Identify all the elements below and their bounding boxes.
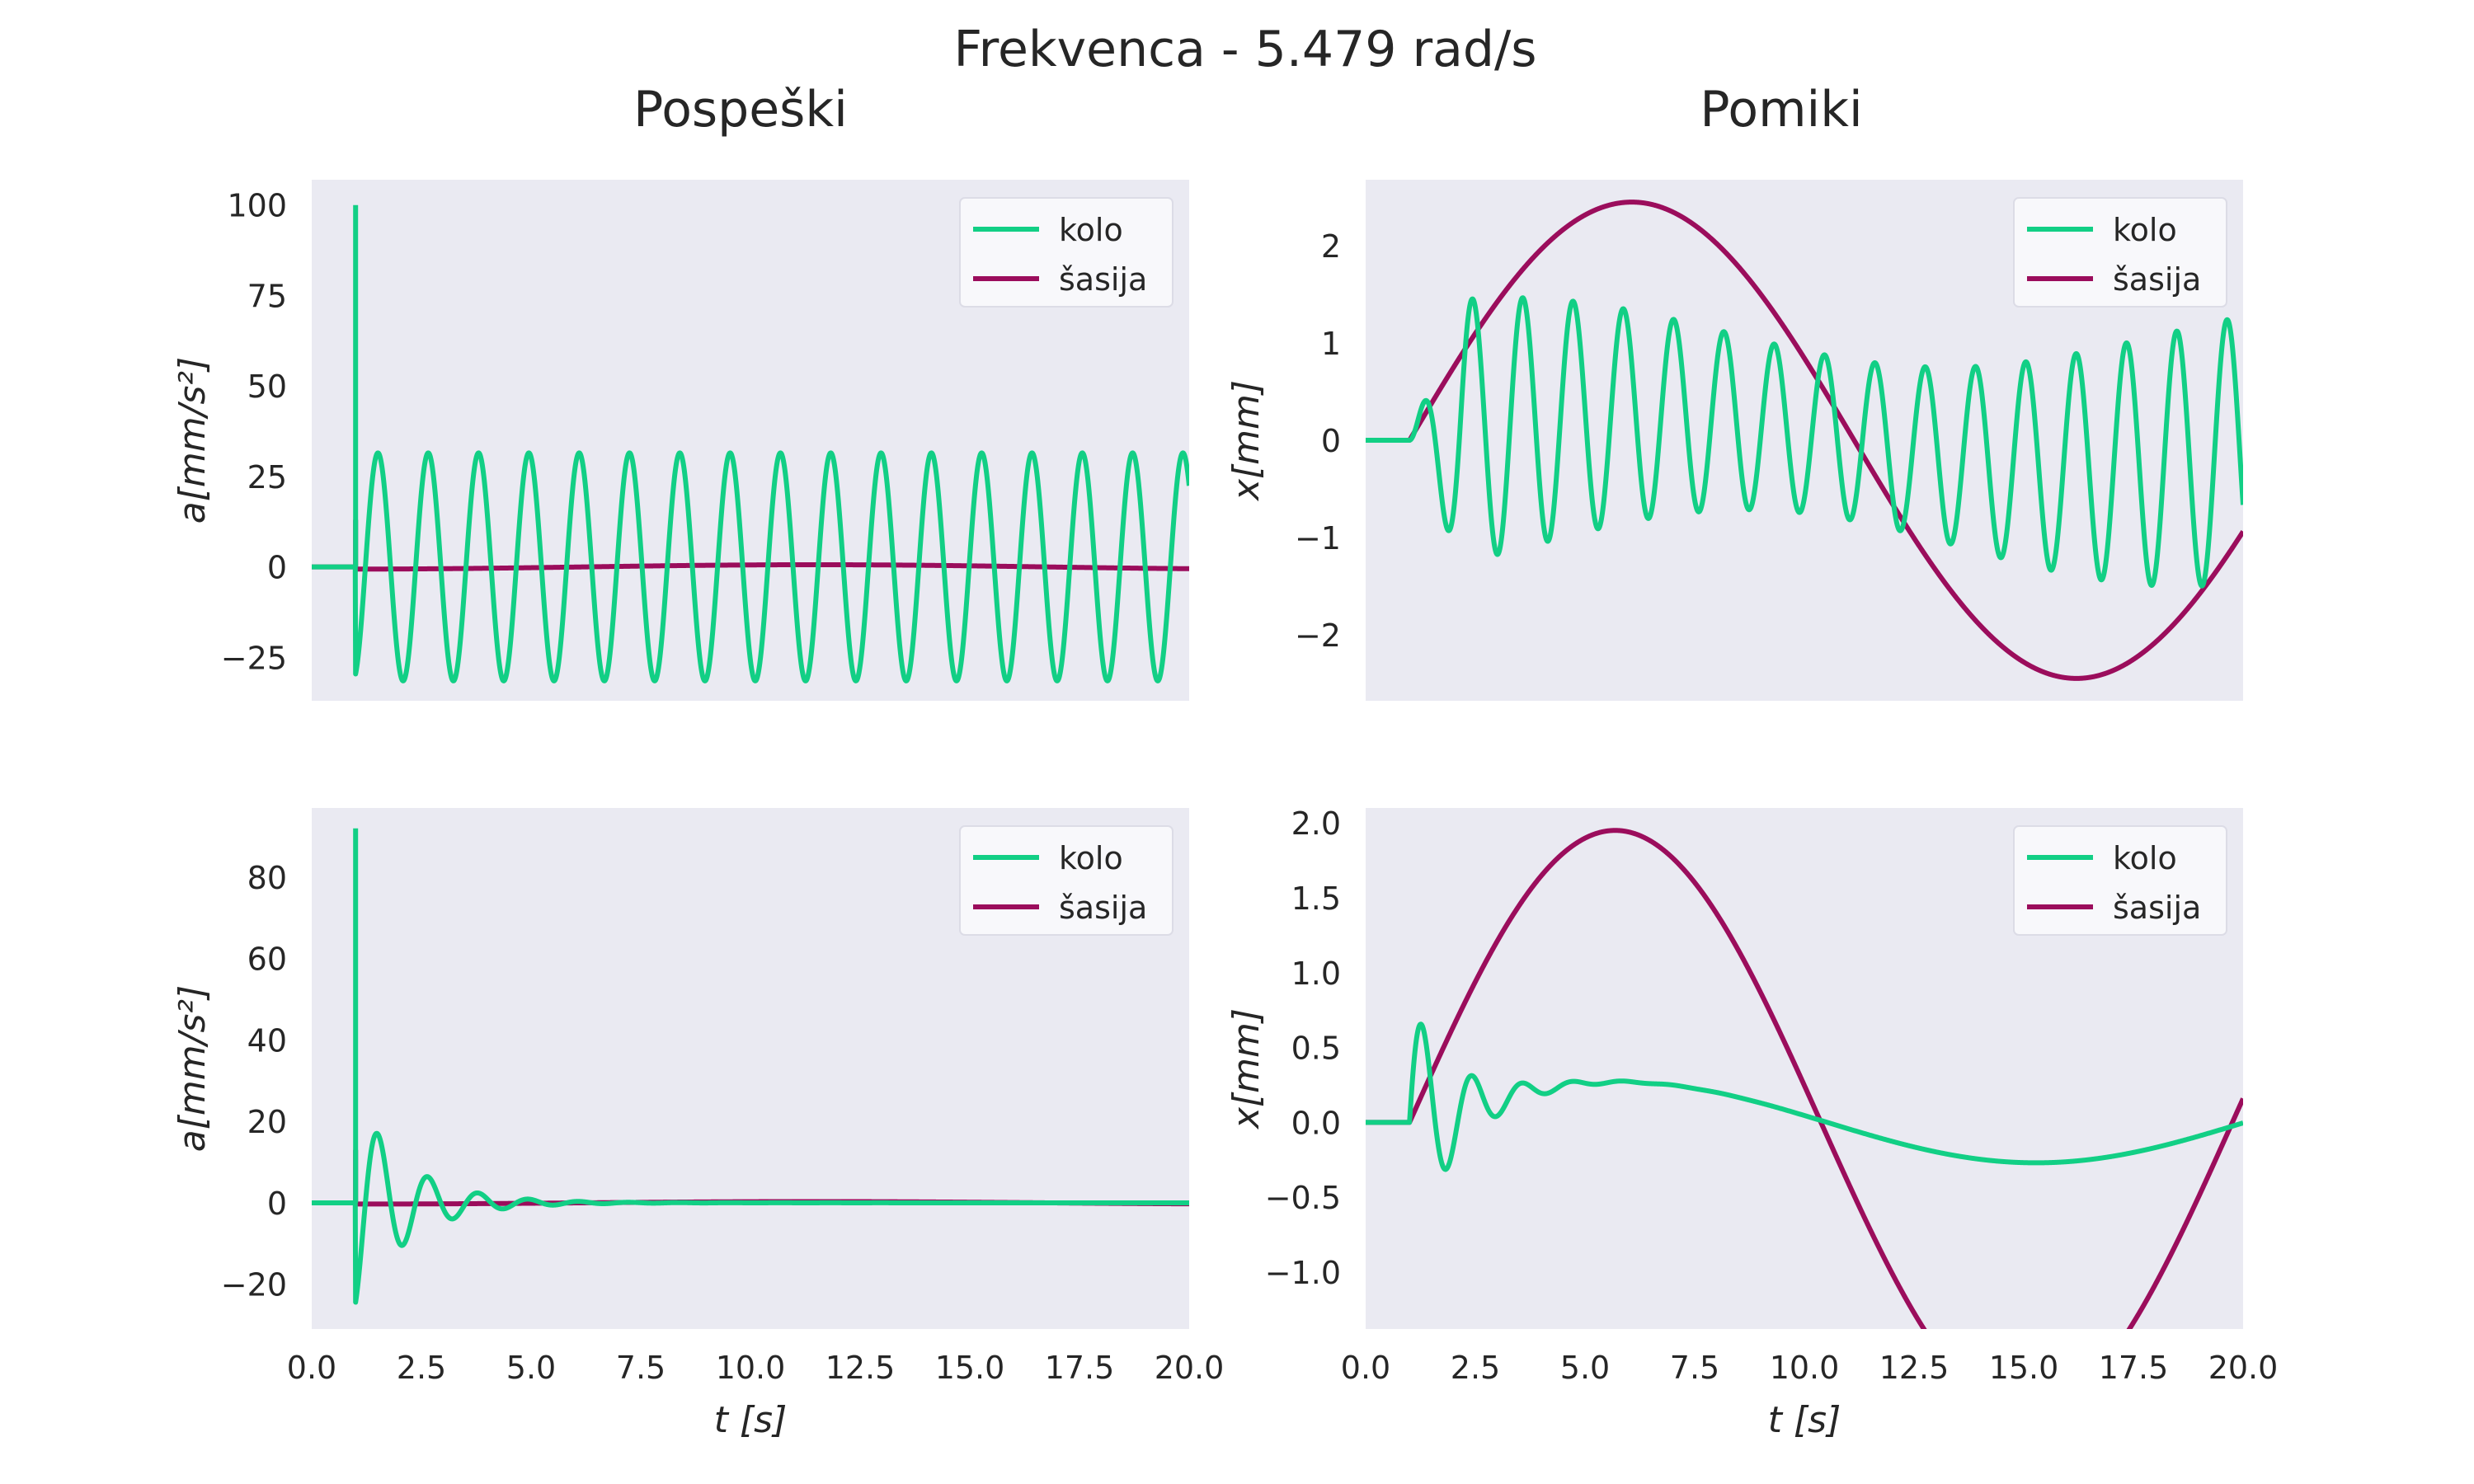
- x-tick-label: 17.5: [2099, 1350, 2169, 1386]
- x-tick-label: 5.0: [1560, 1350, 1610, 1386]
- y-tick-label: −2: [1295, 618, 1341, 654]
- x-tick-label: 20.0: [2208, 1350, 2279, 1386]
- legend: kolo šasija: [2013, 197, 2227, 308]
- column-title-displacements: Pomiki: [1700, 81, 1862, 139]
- x-axis-label: t [s]: [1768, 1399, 1841, 1441]
- y-tick-label: 0.5: [1291, 1031, 1341, 1067]
- legend-label: šasija: [1059, 261, 1147, 298]
- x-tick-label: 12.5: [825, 1350, 896, 1386]
- x-tick-label: 15.0: [935, 1350, 1005, 1386]
- y-axis-label: x[mm]: [1225, 380, 1268, 502]
- y-tick-label: 2: [1321, 228, 1341, 265]
- y-tick-label: 75: [247, 278, 287, 314]
- y-tick-label: 100: [227, 188, 287, 224]
- x-tick-label: 2.5: [397, 1350, 446, 1386]
- panel-acc-top: −25 0 25 50 75 100 a[mm/s²] kolo šasija: [172, 180, 1189, 701]
- x-tick-label: 0.0: [1341, 1350, 1390, 1386]
- legend: kolo šasija: [959, 197, 1174, 308]
- x-axis-label: t [s]: [714, 1399, 788, 1441]
- y-tick-label: −20: [221, 1267, 287, 1303]
- y-tick-label: −1: [1295, 520, 1341, 556]
- y-axis-label: a[mm/s²]: [172, 985, 214, 1152]
- y-tick-label: 1.5: [1291, 881, 1341, 917]
- series-line-kolo: [1366, 1021, 2243, 1172]
- y-tick-label: 40: [247, 1022, 287, 1059]
- y-axis-label: a[mm/s²]: [172, 357, 214, 524]
- panel-disp-bottom: −1.0 −0.5 0.0 0.5 1.0 1.5 2.0 0.0 2.5 5.0 7.5 10.0 1…: [1225, 805, 2278, 1441]
- legend: kolo šasija: [959, 825, 1174, 936]
- column-title-accelerations: Pospeški: [633, 81, 848, 139]
- y-tick-label: 0: [267, 1186, 287, 1222]
- x-tick-label: 17.5: [1045, 1350, 1115, 1386]
- legend-label: kolo: [2113, 212, 2177, 248]
- y-tick-label: 80: [247, 860, 287, 896]
- legend-label: kolo: [2113, 840, 2177, 876]
- legend-label: šasija: [2113, 261, 2201, 298]
- x-tick-label: 15.0: [1989, 1350, 2059, 1386]
- y-tick-label: 60: [247, 942, 287, 978]
- y-tick-label: 0.0: [1291, 1105, 1341, 1141]
- legend-label: kolo: [1059, 840, 1123, 876]
- x-tick-label: 20.0: [1155, 1350, 1225, 1386]
- legend-label: šasija: [1059, 890, 1147, 926]
- x-tick-label: 7.5: [1670, 1350, 1719, 1386]
- x-tick-label: 12.5: [1879, 1350, 1950, 1386]
- panel-disp-top: −2 −1 0 1 2 x[mm] kolo šasija: [1225, 180, 2243, 701]
- y-tick-label: 20: [247, 1104, 287, 1140]
- series-line-sasija: [1366, 200, 2243, 681]
- series-line-kolo: [312, 1130, 1189, 1305]
- x-tick-label: 10.0: [716, 1350, 786, 1386]
- series-line-kolo: [312, 450, 1189, 683]
- y-tick-label: 0: [1321, 423, 1341, 459]
- x-tick-label: 0.0: [287, 1350, 336, 1386]
- series-line-kolo: [1366, 295, 2243, 589]
- panel-acc-bottom: −20 0 20 40 60 80 0.0 2.5 5.0 7.5 10.0 12.5 15.0 17.5…: [172, 808, 1224, 1441]
- y-tick-label: 0: [267, 550, 287, 586]
- suptitle: Frekvenca - 5.479 rad/s: [954, 21, 1537, 78]
- y-tick-label: 25: [247, 459, 287, 495]
- series-line-sasija: [1366, 828, 2243, 1329]
- y-tick-label: −0.5: [1265, 1180, 1341, 1216]
- legend-label: šasija: [2113, 890, 2201, 926]
- x-tick-label: 2.5: [1451, 1350, 1500, 1386]
- y-tick-label: −25: [221, 640, 287, 676]
- y-tick-label: −1.0: [1265, 1255, 1341, 1291]
- y-axis-label: x[mm]: [1225, 1008, 1268, 1130]
- y-tick-label: 1: [1321, 326, 1341, 362]
- legend-label: kolo: [1059, 212, 1123, 248]
- y-tick-label: 1.0: [1291, 956, 1341, 992]
- legend: kolo šasija: [2013, 825, 2227, 936]
- x-tick-label: 5.0: [506, 1350, 556, 1386]
- x-tick-label: 10.0: [1770, 1350, 1840, 1386]
- y-tick-label: 50: [247, 369, 287, 405]
- y-tick-label: 2.0: [1291, 805, 1341, 842]
- x-tick-label: 7.5: [616, 1350, 666, 1386]
